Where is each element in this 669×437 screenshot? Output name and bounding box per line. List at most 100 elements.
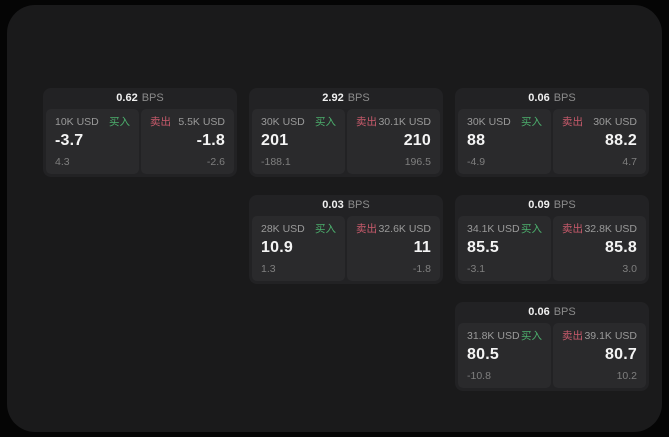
buy-reference-value: -188.1 xyxy=(261,156,291,168)
quote-card: 0.09 BPS 34.1K USD 买入 85.5 -3.1 卖出 32.8K… xyxy=(455,195,649,284)
buy-reference-value: 4.3 xyxy=(55,156,70,168)
sell-quote-top-row: 卖出 39.1K USD xyxy=(562,330,637,342)
buy-reference-value: 1.3 xyxy=(261,263,276,275)
buy-side-label: 买入 xyxy=(109,116,130,128)
buy-quote-top-row: 10K USD 买入 xyxy=(55,116,130,128)
buy-price-value: 201 xyxy=(261,132,289,149)
buy-size-label: 30K USD xyxy=(467,116,511,128)
buy-price-value: 85.5 xyxy=(467,239,499,256)
sell-quote-top-row: 卖出 30.1K USD xyxy=(356,116,431,128)
buy-quote-tile[interactable]: 10K USD 买入 -3.7 4.3 xyxy=(46,109,139,174)
sell-side-label: 卖出 xyxy=(150,116,171,128)
sell-reference-value: 196.5 xyxy=(404,156,431,168)
buy-reference-value: -10.8 xyxy=(467,370,491,382)
sell-price-value: 88.2 xyxy=(605,132,637,149)
sell-side-label: 卖出 xyxy=(562,330,583,342)
buy-side-label: 买入 xyxy=(315,223,336,235)
sell-size-label: 32.8K USD xyxy=(584,223,637,235)
buy-reference-value: -3.1 xyxy=(467,263,486,275)
quote-card-body: 31.8K USD 买入 80.5 -10.8 卖出 39.1K USD 80.… xyxy=(455,323,649,391)
quote-card-grid: 0.62 BPS 10K USD 买入 -3.7 4.3 卖出 5.5K USD… xyxy=(43,88,649,391)
sell-size-label: 39.1K USD xyxy=(584,330,637,342)
spread-value: 0.06 xyxy=(528,92,550,104)
quote-card-body: 30K USD 买入 201 -188.1 卖出 30.1K USD 210 1… xyxy=(249,109,443,177)
buy-price-value: 10.9 xyxy=(261,239,293,256)
sell-reference-value: 4.7 xyxy=(622,156,637,168)
bps-unit-label: BPS xyxy=(553,92,576,104)
spread-header: 0.06 BPS xyxy=(455,302,649,323)
quote-card: 0.06 BPS 31.8K USD 买入 80.5 -10.8 卖出 39.1… xyxy=(455,302,649,391)
sell-side-label: 卖出 xyxy=(562,116,583,128)
buy-price-value: 80.5 xyxy=(467,346,499,363)
sell-quote-tile[interactable]: 卖出 30K USD 88.2 4.7 xyxy=(553,109,646,174)
sell-reference-value: 3.0 xyxy=(622,263,637,275)
sell-price-value: 80.7 xyxy=(605,346,637,363)
sell-quote-tile[interactable]: 卖出 30.1K USD 210 196.5 xyxy=(347,109,440,174)
sell-price-value: 85.8 xyxy=(605,239,637,256)
sell-reference-value: -1.8 xyxy=(412,263,431,275)
quote-card: 2.92 BPS 30K USD 买入 201 -188.1 卖出 30.1K … xyxy=(249,88,443,177)
buy-size-label: 31.8K USD xyxy=(467,330,520,342)
buy-quote-tile[interactable]: 30K USD 买入 88 -4.9 xyxy=(458,109,551,174)
sell-quote-top-row: 卖出 30K USD xyxy=(562,116,637,128)
quote-card-body: 34.1K USD 买入 85.5 -3.1 卖出 32.8K USD 85.8… xyxy=(455,216,649,284)
sell-quote-tile[interactable]: 卖出 39.1K USD 80.7 10.2 xyxy=(553,323,646,388)
sell-size-label: 30.1K USD xyxy=(378,116,431,128)
sell-reference-value: -2.6 xyxy=(206,156,225,168)
sell-size-label: 30K USD xyxy=(593,116,637,128)
spread-header: 0.03 BPS xyxy=(249,195,443,216)
spread-value: 0.06 xyxy=(528,306,550,318)
buy-quote-tile[interactable]: 31.8K USD 买入 80.5 -10.8 xyxy=(458,323,551,388)
buy-quote-tile[interactable]: 30K USD 买入 201 -188.1 xyxy=(252,109,345,174)
spread-value: 0.03 xyxy=(322,199,344,211)
buy-side-label: 买入 xyxy=(521,330,542,342)
spread-value: 2.92 xyxy=(322,92,344,104)
bps-unit-label: BPS xyxy=(347,199,370,211)
buy-quote-top-row: 34.1K USD 买入 xyxy=(467,223,542,235)
quote-card-body: 30K USD 买入 88 -4.9 卖出 30K USD 88.2 4.7 xyxy=(455,109,649,177)
spread-value: 0.09 xyxy=(528,199,550,211)
sell-side-label: 卖出 xyxy=(562,223,583,235)
buy-reference-value: -4.9 xyxy=(467,156,486,168)
sell-quote-top-row: 卖出 5.5K USD xyxy=(150,116,225,128)
spread-header: 2.92 BPS xyxy=(249,88,443,109)
buy-price-value: -3.7 xyxy=(55,132,84,149)
buy-size-label: 10K USD xyxy=(55,116,99,128)
buy-side-label: 买入 xyxy=(315,116,336,128)
bps-unit-label: BPS xyxy=(553,199,576,211)
bps-unit-label: BPS xyxy=(347,92,370,104)
buy-quote-top-row: 31.8K USD 买入 xyxy=(467,330,542,342)
quote-card: 0.06 BPS 30K USD 买入 88 -4.9 卖出 30K USD 8… xyxy=(455,88,649,177)
sell-reference-value: 10.2 xyxy=(616,370,637,382)
sell-quote-tile[interactable]: 卖出 5.5K USD -1.8 -2.6 xyxy=(141,109,234,174)
app-panel: 0.62 BPS 10K USD 买入 -3.7 4.3 卖出 5.5K USD… xyxy=(7,5,662,432)
spread-header: 0.09 BPS xyxy=(455,195,649,216)
spread-header: 0.06 BPS xyxy=(455,88,649,109)
sell-price-value: 11 xyxy=(413,239,431,256)
sell-price-value: 210 xyxy=(403,132,431,149)
buy-size-label: 28K USD xyxy=(261,223,305,235)
sell-side-label: 卖出 xyxy=(356,223,377,235)
quote-card-body: 10K USD 买入 -3.7 4.3 卖出 5.5K USD -1.8 -2.… xyxy=(43,109,237,177)
buy-quote-top-row: 28K USD 买入 xyxy=(261,223,336,235)
buy-quote-top-row: 30K USD 买入 xyxy=(261,116,336,128)
quote-card: 0.03 BPS 28K USD 买入 10.9 1.3 卖出 32.6K US… xyxy=(249,195,443,284)
buy-size-label: 30K USD xyxy=(261,116,305,128)
buy-side-label: 买入 xyxy=(521,223,542,235)
buy-quote-tile[interactable]: 28K USD 买入 10.9 1.3 xyxy=(252,216,345,281)
bps-unit-label: BPS xyxy=(553,306,576,318)
sell-price-value: -1.8 xyxy=(196,132,225,149)
buy-quote-tile[interactable]: 34.1K USD 买入 85.5 -3.1 xyxy=(458,216,551,281)
buy-size-label: 34.1K USD xyxy=(467,223,520,235)
sell-quote-tile[interactable]: 卖出 32.6K USD 11 -1.8 xyxy=(347,216,440,281)
quote-card: 0.62 BPS 10K USD 买入 -3.7 4.3 卖出 5.5K USD… xyxy=(43,88,237,177)
sell-quote-top-row: 卖出 32.8K USD xyxy=(562,223,637,235)
sell-size-label: 5.5K USD xyxy=(178,116,225,128)
spread-value: 0.62 xyxy=(116,92,138,104)
sell-size-label: 32.6K USD xyxy=(378,223,431,235)
bps-unit-label: BPS xyxy=(141,92,164,104)
sell-quote-tile[interactable]: 卖出 32.8K USD 85.8 3.0 xyxy=(553,216,646,281)
spread-header: 0.62 BPS xyxy=(43,88,237,109)
buy-quote-top-row: 30K USD 买入 xyxy=(467,116,542,128)
